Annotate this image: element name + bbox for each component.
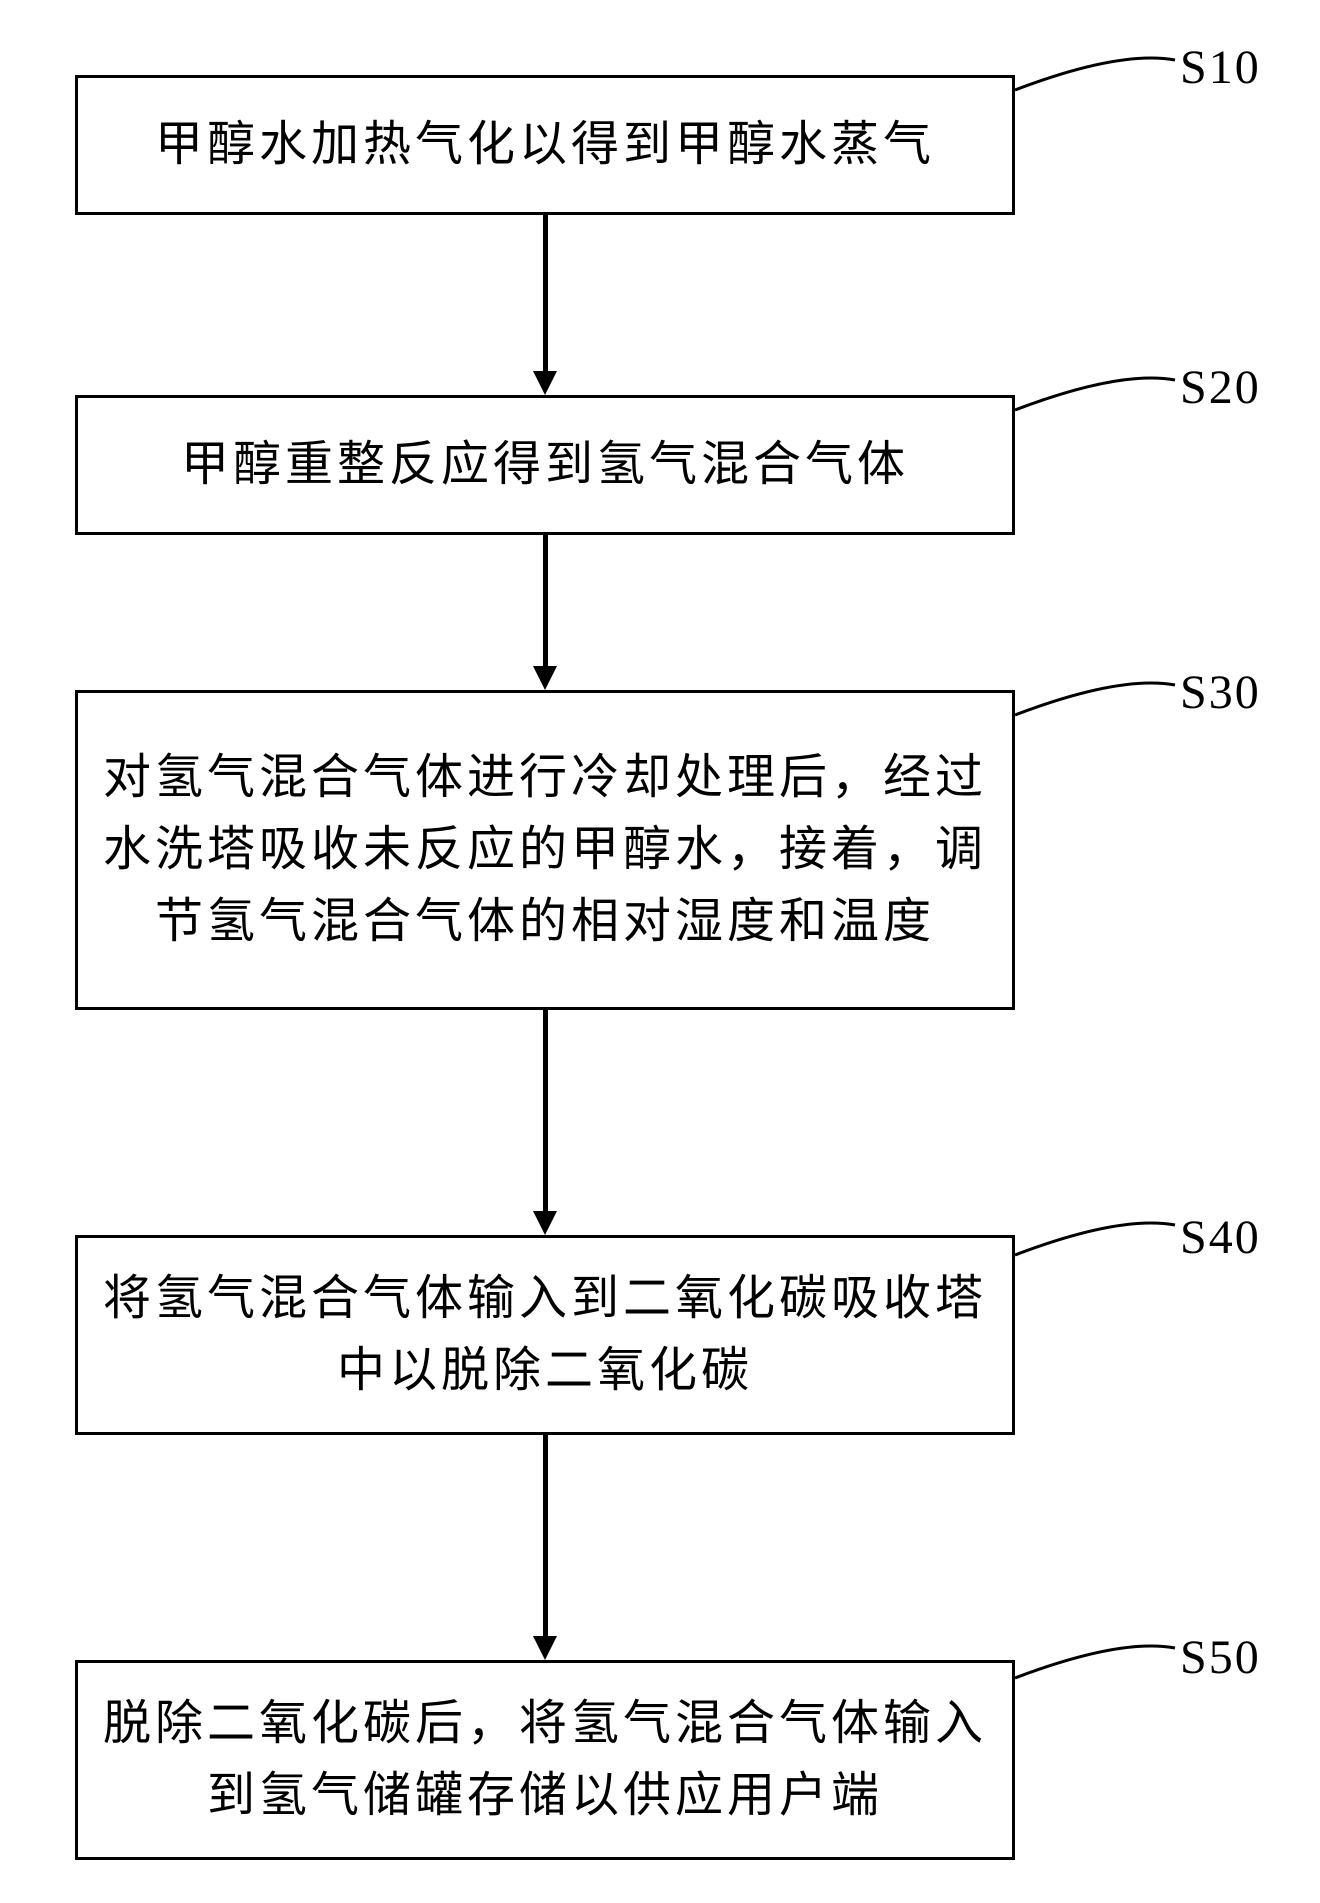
step-box-s40: 将氢气混合气体输入到二氧化碳吸收塔中以脱除二氧化碳	[75, 1235, 1015, 1435]
arrow-line-3	[543, 1010, 548, 1211]
step-box-s10: 甲醇水加热气化以得到甲醇水蒸气	[75, 75, 1015, 215]
step-label-s10: S10	[1180, 40, 1261, 95]
step-label-s20: S20	[1180, 360, 1261, 415]
arrow-line-1	[543, 215, 548, 371]
step-text-s30: 对氢气混合气体进行冷却处理后，经过水洗塔吸收未反应的甲醇水，接着，调节氢气混合气…	[98, 742, 992, 958]
step-box-s50: 脱除二氧化碳后，将氢气混合气体输入到氢气储罐存储以供应用户端	[75, 1660, 1015, 1860]
arrow-head-1	[533, 371, 557, 395]
arrow-line-2	[543, 535, 548, 666]
arrow-head-2	[533, 666, 557, 690]
arrow-head-4	[533, 1636, 557, 1660]
arrow-head-3	[533, 1211, 557, 1235]
step-text-s10: 甲醇水加热气化以得到甲醇水蒸气	[155, 109, 935, 181]
step-box-s20: 甲醇重整反应得到氢气混合气体	[75, 395, 1015, 535]
step-text-s50: 脱除二氧化碳后，将氢气混合气体输入到氢气储罐存储以供应用户端	[98, 1688, 992, 1832]
arrow-line-4	[543, 1435, 548, 1636]
step-label-s30: S30	[1180, 665, 1261, 720]
step-box-s30: 对氢气混合气体进行冷却处理后，经过水洗塔吸收未反应的甲醇水，接着，调节氢气混合气…	[75, 690, 1015, 1010]
flowchart-canvas: 甲醇水加热气化以得到甲醇水蒸气 S10 甲醇重整反应得到氢气混合气体 S20 对氢气混合…	[0, 0, 1320, 1903]
step-label-s40: S40	[1180, 1210, 1261, 1265]
step-label-s50: S50	[1180, 1630, 1261, 1685]
step-text-s40: 将氢气混合气体输入到二氧化碳吸收塔中以脱除二氧化碳	[98, 1263, 992, 1407]
step-text-s20: 甲醇重整反应得到氢气混合气体	[181, 429, 909, 501]
